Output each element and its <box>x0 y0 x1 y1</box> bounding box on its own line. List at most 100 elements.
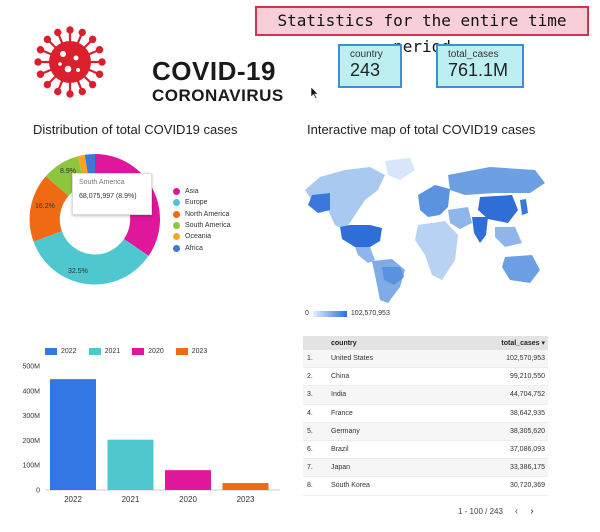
chevron-right-icon[interactable]: › <box>530 506 534 517</box>
map-region-middle-east[interactable] <box>448 207 472 229</box>
map-scale-max: 102,570,953 <box>350 310 390 317</box>
donut-chart-title: Distribution of total COVID19 cases <box>33 122 238 137</box>
legend-swatch <box>175 348 188 355</box>
row-country: India <box>331 391 347 399</box>
legend-item-oceania[interactable]: Oceania <box>173 231 231 242</box>
virus-spike-tip <box>36 46 45 54</box>
legend-label: 2021 <box>104 348 121 355</box>
scorecard-value: 761.1M <box>448 60 509 80</box>
row-country: Germany <box>331 427 360 435</box>
legend-label: 2023 <box>191 348 208 355</box>
legend-dot <box>173 222 180 230</box>
mouse-cursor-icon <box>311 87 319 99</box>
legend-label: Asia <box>185 188 199 196</box>
map-region-australia[interactable] <box>502 255 540 283</box>
bar-2023[interactable] <box>222 483 269 490</box>
map-scale-bar <box>312 310 347 317</box>
bar-legend-item[interactable]: 2020 <box>132 348 164 355</box>
legend-swatch <box>45 348 57 355</box>
virus-spike-tip <box>36 70 45 78</box>
row-total-cases: 44,704,752 <box>509 391 545 399</box>
bar-legend-item[interactable]: 2021 <box>88 348 121 355</box>
country-cases-table: country total_cases ▾ 1. United States 102… <box>303 336 548 496</box>
header-country[interactable]: country <box>331 339 357 347</box>
virus-spike-tip <box>43 35 52 44</box>
donut-label-north-america: 16.2% <box>35 203 55 210</box>
table-row[interactable]: 3. India 44,704,752 <box>303 386 548 405</box>
map-region-brazil[interactable] <box>382 267 404 285</box>
map-region-russia[interactable] <box>448 167 545 195</box>
world-map[interactable] <box>300 155 550 305</box>
table-row[interactable]: 1. United States 102,570,953 <box>303 350 548 369</box>
map-region-southeast-asia[interactable] <box>495 227 522 247</box>
legend-item-asia[interactable]: Asia <box>173 186 231 197</box>
bar-legend-item[interactable]: 2023 <box>175 348 208 355</box>
chevron-left-icon[interactable]: ‹ <box>514 506 519 517</box>
map-region-europe[interactable] <box>418 185 450 217</box>
map-region-china[interactable] <box>478 195 518 223</box>
map-region-japan-korea[interactable] <box>520 199 528 215</box>
legend-item-europe[interactable]: Europe <box>173 197 231 208</box>
legend-label: 2020 <box>148 348 164 355</box>
donut-chart[interactable] <box>20 144 170 294</box>
table-row[interactable]: 8. South Korea 30,720,369 <box>303 477 548 496</box>
map-region-central-america[interactable] <box>355 247 375 263</box>
scorecard-label: country <box>350 49 383 60</box>
map-title: Interactive map of total COVID19 cases <box>307 122 536 137</box>
map-region-alaska[interactable] <box>308 193 330 213</box>
bar-chart-legend: 2022 2021 2020 2023 <box>45 348 219 355</box>
virus-spike-tip <box>95 70 104 78</box>
donut-slice-north-america[interactable] <box>29 176 69 242</box>
virus-spike-tip <box>88 80 97 89</box>
bar-2021[interactable] <box>107 439 154 490</box>
x-tick-label: 2023 <box>237 495 255 504</box>
table-row[interactable]: 5. Germany 38,305,620 <box>303 422 548 441</box>
legend-item-south-america[interactable]: South America <box>173 220 231 231</box>
row-country: China <box>331 373 350 381</box>
table-row[interactable]: 6. Brazil 37,086,093 <box>303 441 548 460</box>
map-region-india[interactable] <box>472 217 488 243</box>
legend-dot <box>173 199 180 207</box>
scorecard-total-cases[interactable]: total_cases 761.1M <box>436 44 524 88</box>
bar-2020[interactable] <box>165 470 211 490</box>
map-region-north-america[interactable] <box>305 167 385 230</box>
map-region-africa[interactable] <box>415 221 458 280</box>
table-row[interactable]: 2. China 99,210,550 <box>303 368 548 387</box>
x-tick-label: 2021 <box>122 495 140 504</box>
map-region-usa[interactable] <box>340 225 382 247</box>
legend-dot <box>173 244 180 252</box>
legend-label: Africa <box>185 244 203 252</box>
virus-spike-tip <box>43 80 52 89</box>
legend-item-africa[interactable]: Africa <box>173 242 231 253</box>
table-row[interactable]: 4. France 38,642,935 <box>303 405 548 423</box>
map-region-greenland[interactable] <box>385 158 415 180</box>
time-period-banner: Statistics for the entire time period <box>255 6 589 56</box>
virus-spike-tip <box>66 90 74 98</box>
pager-range: 1 - 100 / 243 <box>458 507 503 516</box>
scorecard-label: total_cases <box>448 49 499 60</box>
legend-label: North America <box>185 210 230 218</box>
logo-title: COVID-19 <box>152 56 276 86</box>
row-total-cases: 102,570,953 <box>506 355 545 363</box>
virus-spike-tip <box>88 35 97 44</box>
row-country: France <box>331 409 353 417</box>
bar-legend-item[interactable]: 2022 <box>45 348 77 355</box>
row-total-cases: 33,386,175 <box>509 464 545 472</box>
tooltip-value: 68,075,997 (8.9%) <box>79 193 137 200</box>
row-total-cases: 30,720,369 <box>509 482 545 490</box>
table-row[interactable]: 7. Japan 33,386,175 <box>303 459 548 478</box>
legend-swatch <box>132 348 145 355</box>
legend-item-north-america[interactable]: North America <box>173 209 231 220</box>
header-total-cases[interactable]: total_cases ▾ <box>501 340 545 347</box>
virus-spike-tip <box>98 58 106 66</box>
map-color-scale: 0 102,570,953 <box>305 310 390 317</box>
scorecard-country[interactable]: country 243 <box>338 44 402 88</box>
row-index: 8. <box>307 482 313 490</box>
donut-slice-europe[interactable] <box>33 231 149 285</box>
donut-legend: Asia Europe North America South America … <box>173 186 231 254</box>
table-body: 1. United States 102,570,953 2. China 99,210,… <box>303 350 548 496</box>
row-total-cases: 38,642,935 <box>509 409 545 417</box>
virus-spike-tip <box>54 28 62 37</box>
bar-2022[interactable] <box>50 379 96 490</box>
donut-label-south-america: 8.9% <box>60 168 76 175</box>
